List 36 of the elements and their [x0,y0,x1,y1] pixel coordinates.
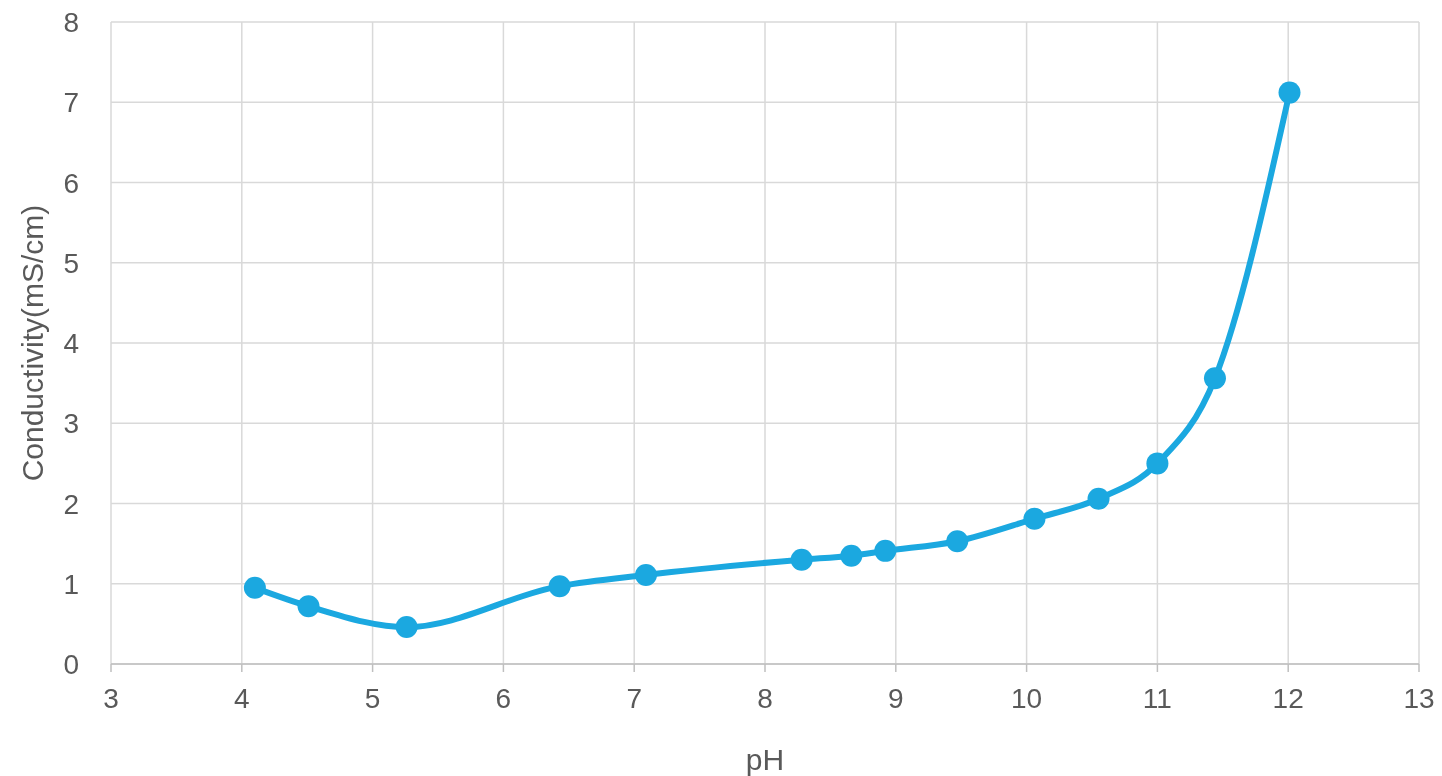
y-tick-label: 7 [63,87,79,119]
point [874,539,897,562]
y-tick-label: 2 [63,488,79,520]
point [548,575,571,598]
x-tick-label: 3 [103,683,119,714]
x-tick-label: 13 [1403,683,1435,714]
x-tick-label: 11 [1142,683,1172,714]
x-tick-label: 8 [757,683,773,714]
x-tick-label: 9 [888,683,904,714]
point [1278,81,1301,104]
x-axis-title: pH [745,743,785,776]
point [634,563,657,586]
y-tick-label: 5 [63,247,79,279]
x-tick-label: 10 [1011,683,1043,714]
point [1023,507,1046,530]
point [1146,452,1169,475]
x-tick-label: 4 [234,683,250,714]
point [790,548,813,571]
y-tick-label: 4 [63,328,79,359]
x-tick-label: 6 [495,683,512,714]
y-tick-label: 1 [63,568,79,600]
point [297,595,320,618]
x-tick-label: 7 [626,683,642,714]
point [1087,487,1110,510]
y-axis-title: Conductivity(mS/cm) [16,204,49,482]
point [946,530,969,553]
y-tick-label: 0 [63,649,79,680]
point [1203,367,1226,390]
y-tick-label: 6 [63,167,79,199]
x-tick-label: 12 [1272,683,1304,714]
y-tick-label: 8 [63,7,79,38]
y-tick-label: 3 [63,408,79,440]
point [840,544,863,567]
point [243,576,266,599]
point [395,616,418,639]
x-tick-label: 5 [364,683,381,714]
